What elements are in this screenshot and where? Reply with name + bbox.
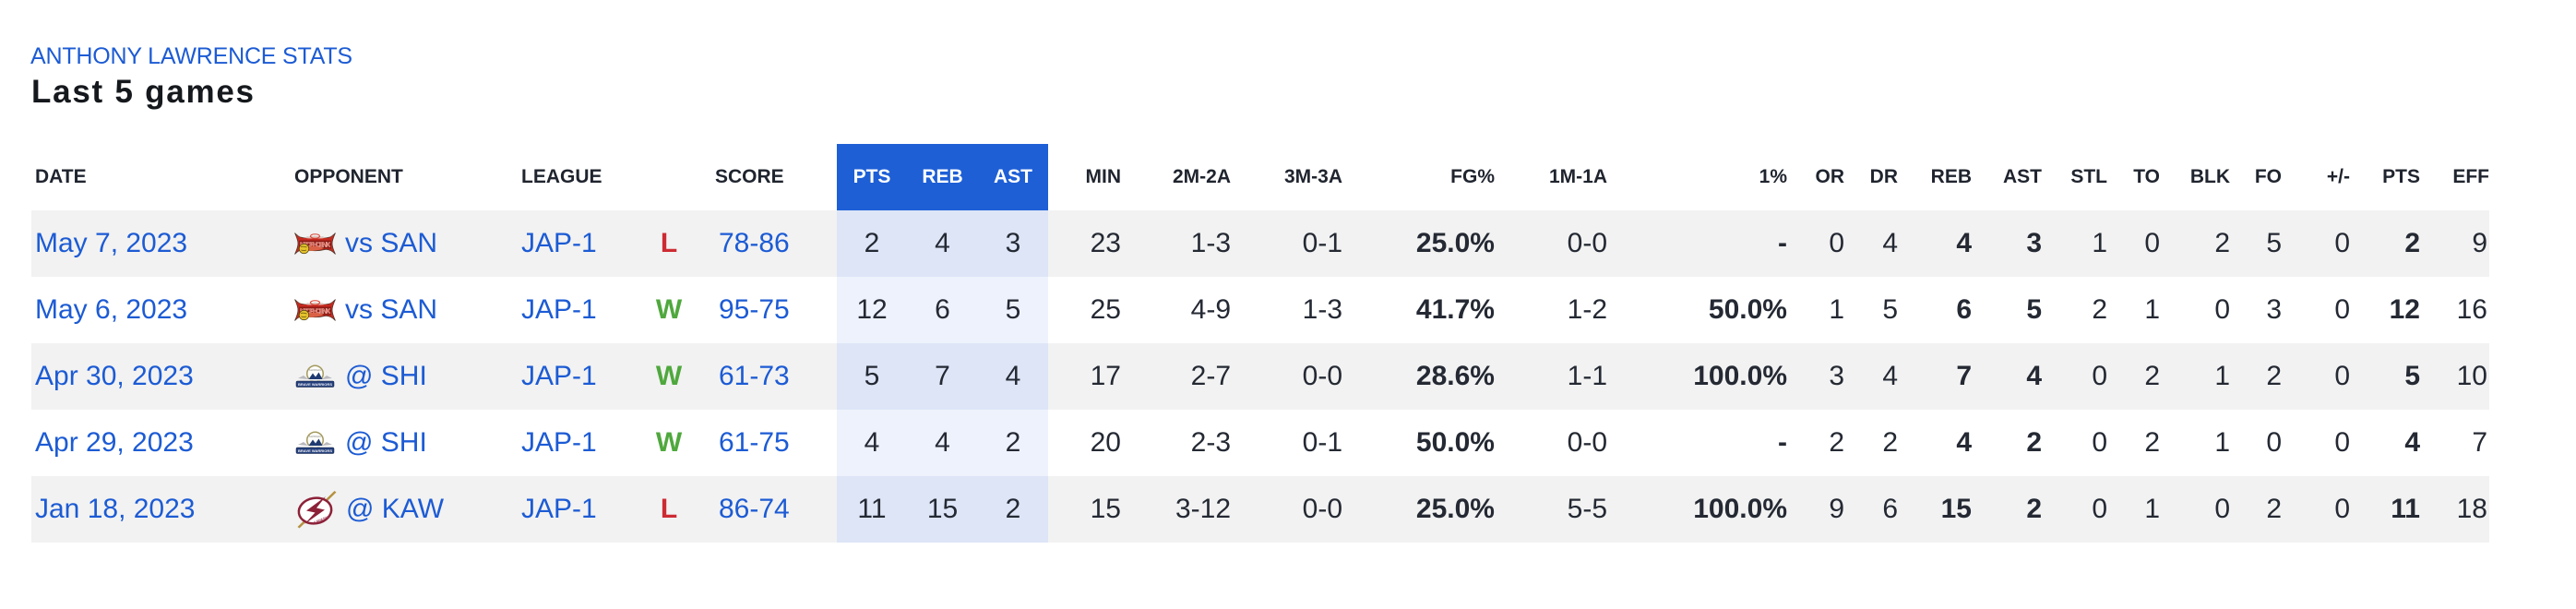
svg-text:NEOPHOENIX: NEOPHOENIX	[300, 307, 330, 316]
svg-text:NEOPHOENIX: NEOPHOENIX	[300, 241, 330, 249]
svg-text:BRAVE WARRIORS: BRAVE WARRIORS	[298, 448, 332, 453]
svg-text:BRAVE WARRIORS: BRAVE WARRIORS	[298, 382, 332, 387]
svg-text:KAWASAKI: KAWASAKI	[314, 515, 331, 525]
svg-text:SHINSHU: SHINSHU	[309, 435, 322, 438]
svg-text:SHINSHU: SHINSHU	[309, 368, 322, 372]
